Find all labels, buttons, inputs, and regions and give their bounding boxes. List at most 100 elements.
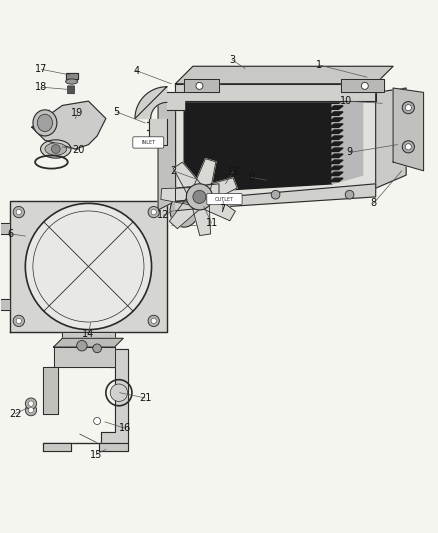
Polygon shape	[0, 223, 10, 234]
Text: 10: 10	[340, 96, 353, 106]
Polygon shape	[66, 73, 78, 79]
Polygon shape	[330, 118, 343, 122]
Polygon shape	[32, 101, 106, 149]
Circle shape	[402, 102, 414, 114]
Circle shape	[148, 206, 159, 218]
Ellipse shape	[33, 110, 57, 136]
Circle shape	[151, 209, 156, 215]
Polygon shape	[330, 100, 343, 103]
Polygon shape	[393, 88, 424, 171]
Ellipse shape	[41, 140, 71, 158]
Circle shape	[345, 190, 354, 199]
Polygon shape	[190, 196, 211, 236]
Polygon shape	[330, 154, 343, 158]
Circle shape	[186, 184, 212, 210]
Text: OUTLET: OUTLET	[215, 197, 234, 201]
Text: 3: 3	[229, 55, 235, 65]
Text: 7: 7	[219, 204, 226, 214]
Polygon shape	[170, 190, 206, 229]
Polygon shape	[43, 367, 58, 415]
Polygon shape	[332, 101, 363, 184]
Circle shape	[25, 405, 37, 416]
FancyBboxPatch shape	[133, 137, 164, 148]
Circle shape	[197, 190, 206, 199]
Text: 6: 6	[7, 229, 13, 239]
Polygon shape	[190, 159, 216, 200]
Text: 17: 17	[35, 64, 48, 74]
Text: 22: 22	[9, 409, 21, 418]
Circle shape	[94, 417, 101, 424]
Text: 11: 11	[205, 218, 218, 228]
Text: 1: 1	[316, 60, 322, 70]
Circle shape	[16, 318, 21, 324]
Text: 16: 16	[119, 423, 131, 433]
Circle shape	[110, 384, 127, 401]
Polygon shape	[167, 92, 184, 110]
Circle shape	[28, 408, 34, 413]
Polygon shape	[330, 160, 343, 164]
Polygon shape	[341, 79, 385, 92]
Text: 4: 4	[133, 66, 139, 76]
Ellipse shape	[37, 114, 53, 132]
Circle shape	[77, 341, 87, 351]
Polygon shape	[330, 136, 343, 140]
Circle shape	[271, 190, 280, 199]
Polygon shape	[330, 166, 343, 169]
Polygon shape	[43, 349, 127, 443]
Text: 2: 2	[170, 166, 177, 176]
Polygon shape	[0, 299, 10, 310]
Text: 21: 21	[139, 393, 151, 403]
Polygon shape	[53, 338, 123, 347]
Text: 12: 12	[157, 210, 170, 220]
Polygon shape	[176, 184, 376, 210]
Polygon shape	[330, 106, 343, 109]
Circle shape	[28, 401, 34, 406]
Polygon shape	[176, 92, 376, 201]
Ellipse shape	[170, 195, 198, 227]
Polygon shape	[149, 118, 167, 144]
Polygon shape	[99, 443, 127, 451]
Polygon shape	[158, 92, 176, 210]
Circle shape	[93, 344, 102, 353]
Circle shape	[51, 144, 60, 154]
Text: 8: 8	[371, 198, 377, 208]
Polygon shape	[176, 184, 219, 201]
Circle shape	[151, 318, 156, 324]
Circle shape	[361, 83, 368, 90]
FancyBboxPatch shape	[67, 86, 74, 94]
Circle shape	[25, 204, 152, 329]
Circle shape	[405, 104, 411, 111]
Text: 20: 20	[73, 145, 85, 155]
Polygon shape	[184, 101, 332, 192]
Text: 19: 19	[71, 108, 84, 118]
Circle shape	[13, 315, 25, 327]
Polygon shape	[176, 201, 206, 211]
Circle shape	[196, 83, 203, 90]
Polygon shape	[330, 112, 343, 115]
Circle shape	[405, 144, 411, 150]
Polygon shape	[53, 347, 115, 367]
Text: 14: 14	[82, 329, 95, 339]
Polygon shape	[184, 79, 219, 92]
Polygon shape	[330, 148, 343, 151]
Polygon shape	[10, 201, 167, 332]
Polygon shape	[173, 162, 207, 202]
Text: 9: 9	[249, 172, 255, 182]
Polygon shape	[196, 178, 237, 206]
Polygon shape	[135, 87, 167, 118]
Polygon shape	[330, 178, 343, 182]
Polygon shape	[176, 84, 376, 101]
Polygon shape	[62, 332, 115, 349]
Ellipse shape	[66, 79, 78, 84]
Polygon shape	[376, 88, 406, 188]
Polygon shape	[43, 443, 71, 451]
Circle shape	[13, 206, 25, 218]
Text: INLET: INLET	[141, 140, 155, 145]
Text: 5: 5	[113, 107, 120, 117]
Polygon shape	[161, 187, 200, 206]
Text: 13: 13	[227, 167, 239, 176]
Circle shape	[402, 141, 414, 153]
Text: 15: 15	[90, 449, 102, 459]
Text: 18: 18	[35, 82, 48, 92]
Circle shape	[148, 315, 159, 327]
